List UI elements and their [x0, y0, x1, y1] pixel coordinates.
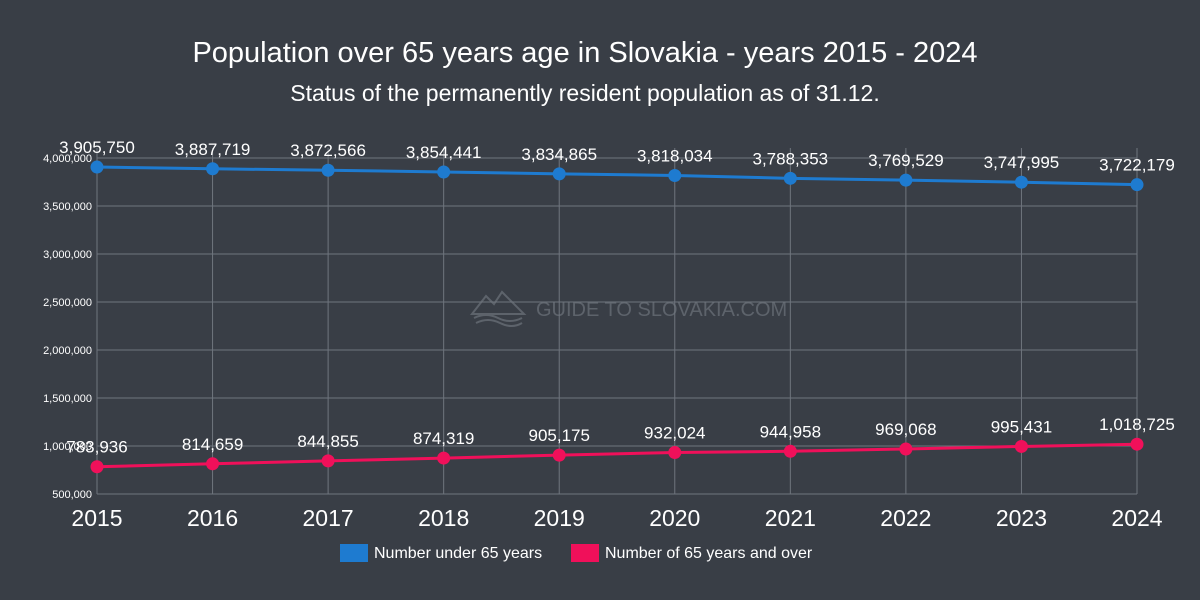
data-point: [1130, 178, 1144, 192]
data-label: 3,788,353: [753, 149, 829, 168]
data-point: [437, 165, 451, 179]
x-tick-label: 2022: [880, 505, 931, 531]
y-tick-label: 4,000,000: [43, 153, 92, 165]
data-label: 3,747,995: [984, 153, 1060, 172]
series-layer: 3,905,750 3,887,719 3,872,566 3,854,441 3,83…: [59, 138, 1175, 474]
data-label: 3,834,865: [521, 145, 597, 164]
series-line: [96, 165, 1138, 187]
x-tick-label: 2019: [534, 505, 585, 531]
x-tick-label: 2023: [996, 505, 1047, 531]
data-label: 783,936: [66, 438, 127, 457]
x-tick-label: 2015: [71, 505, 122, 531]
data-point: [206, 162, 220, 176]
data-point: [1130, 437, 1144, 451]
x-tick-label: 2017: [303, 505, 354, 531]
data-label: 874,319: [413, 429, 474, 448]
legend-swatch: [340, 544, 368, 562]
y-tick-label: 500,000: [52, 489, 92, 501]
mountain-logo-icon: [469, 290, 527, 327]
data-point: [899, 442, 913, 456]
legend-label: Number under 65 years: [374, 545, 542, 562]
y-tick-label: 3,000,000: [43, 249, 92, 261]
data-label: 969,068: [875, 420, 936, 439]
data-point: [552, 448, 566, 462]
chart-grid: [96, 148, 1138, 495]
data-label: 3,887,719: [175, 140, 251, 159]
data-point: [321, 454, 335, 468]
data-label: 3,872,566: [290, 141, 366, 160]
data-point: [206, 457, 220, 471]
data-label: 3,818,034: [637, 146, 713, 165]
data-label: 944,958: [760, 422, 821, 441]
data-label: 3,905,750: [59, 138, 135, 157]
data-point: [899, 173, 913, 187]
data-point: [552, 167, 566, 181]
y-tick-label: 1,000,000: [43, 441, 92, 453]
x-axis: 2015 2016 2017 2018 2019 2020 2021 2022 2023 2024: [71, 505, 1162, 531]
chart-title: Population over 65 years age in Slovakia…: [192, 37, 977, 69]
watermark: GUIDE TO SLOVAKIA.COM: [469, 290, 787, 327]
data-point: [1014, 175, 1028, 189]
data-label: 814,659: [182, 435, 243, 454]
y-tick-label: 1,500,000: [43, 393, 92, 405]
x-tick-label: 2018: [418, 505, 469, 531]
data-label: 995,431: [991, 417, 1052, 436]
data-point: [1014, 439, 1028, 453]
x-tick-label: 2020: [649, 505, 700, 531]
x-tick-label: 2016: [187, 505, 238, 531]
data-label: 844,855: [297, 432, 358, 451]
data-label: 3,722,179: [1099, 156, 1175, 175]
data-label: 932,024: [644, 424, 705, 443]
data-point: [668, 168, 682, 182]
data-point: [90, 460, 104, 474]
data-label: 3,854,441: [406, 143, 482, 162]
legend: Number under 65 years Number of 65 years …: [340, 544, 813, 562]
y-tick-label: 3,500,000: [43, 201, 92, 213]
data-point: [783, 171, 797, 185]
data-label: 3,769,529: [868, 151, 944, 170]
data-point: [321, 163, 335, 177]
x-tick-label: 2021: [765, 505, 816, 531]
data-label: 1,018,725: [1099, 415, 1175, 434]
legend-swatch: [571, 544, 599, 562]
chart-subtitle: Status of the permanently resident popul…: [290, 80, 879, 106]
series-2: 783,936 814,659 844,855 874,319 905,175 932,0…: [66, 415, 1175, 474]
data-point: [90, 160, 104, 174]
y-axis: 500,000 1,000,000 1,500,000 2,000,000 2,500,…: [43, 153, 92, 501]
y-tick-label: 2,500,000: [43, 297, 92, 309]
series-1: 3,905,750 3,887,719 3,872,566 3,854,441 3,83…: [59, 138, 1175, 192]
data-label: 905,175: [528, 426, 589, 445]
x-tick-label: 2024: [1111, 505, 1162, 531]
data-point: [783, 444, 797, 458]
data-point: [437, 451, 451, 465]
legend-label: Number of 65 years and over: [605, 545, 813, 562]
y-tick-label: 2,000,000: [43, 345, 92, 357]
watermark-text: GUIDE TO SLOVAKIA.COM: [536, 299, 787, 321]
data-point: [668, 446, 682, 460]
series-line: [96, 442, 1138, 469]
